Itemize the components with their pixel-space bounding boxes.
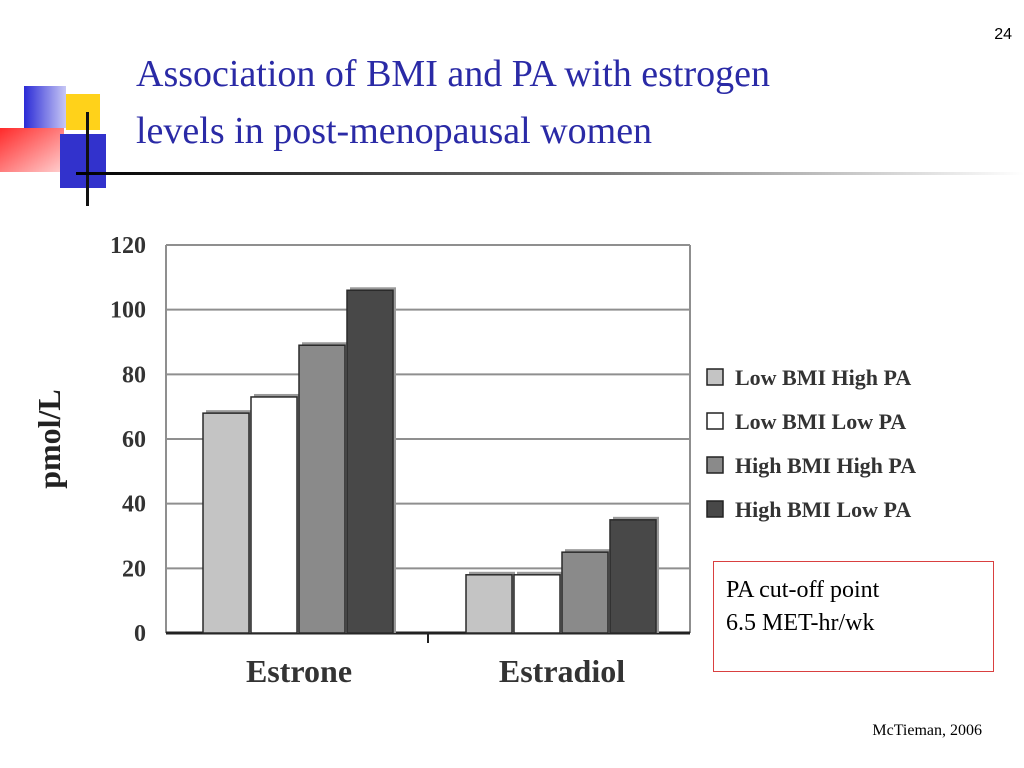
y-tick-label: 40 xyxy=(122,492,146,518)
legend-label: High BMI High PA xyxy=(735,453,916,478)
y-tick-label: 80 xyxy=(122,362,146,388)
y-tick-label: 60 xyxy=(122,427,146,453)
legend-swatch xyxy=(706,500,724,518)
title-line-2: levels in post-menopausal women xyxy=(136,110,653,152)
legend-label: Low BMI High PA xyxy=(735,365,911,390)
bar xyxy=(513,574,561,634)
bar xyxy=(609,519,657,634)
bar xyxy=(465,574,513,634)
bar xyxy=(202,412,250,634)
y-tick-label: 120 xyxy=(110,233,146,259)
legend-label: Low BMI Low PA xyxy=(735,409,906,434)
legend-label: High BMI Low PA xyxy=(735,497,911,522)
legend-swatch xyxy=(706,368,724,386)
y-tick-label: 20 xyxy=(122,556,146,582)
citation: McTieman, 2006 xyxy=(872,722,982,739)
x-category-label: Estradiol xyxy=(499,653,625,689)
y-axis-label: pmol/L xyxy=(31,389,67,489)
bar xyxy=(250,396,298,634)
slide-number: 24 xyxy=(994,26,1012,43)
pa-cutoff-line-2: 6.5 MET-hr/wk xyxy=(726,610,875,636)
title-line-1: Association of BMI and PA with estrogen xyxy=(136,53,771,95)
bar xyxy=(346,289,394,634)
legend-swatch xyxy=(706,412,724,430)
bar xyxy=(561,551,609,634)
legend-swatch xyxy=(706,456,724,474)
y-tick-label: 0 xyxy=(134,621,146,647)
pa-cutoff-line-1: PA cut-off point xyxy=(726,577,880,603)
y-tick-label: 100 xyxy=(110,298,146,324)
pa-cutoff-note: PA cut-off point 6.5 MET-hr/wk xyxy=(713,561,994,672)
x-category-label: Estrone xyxy=(246,653,352,689)
bar xyxy=(298,344,346,634)
slide-title: Association of BMI and PA with estrogen … xyxy=(136,46,936,160)
